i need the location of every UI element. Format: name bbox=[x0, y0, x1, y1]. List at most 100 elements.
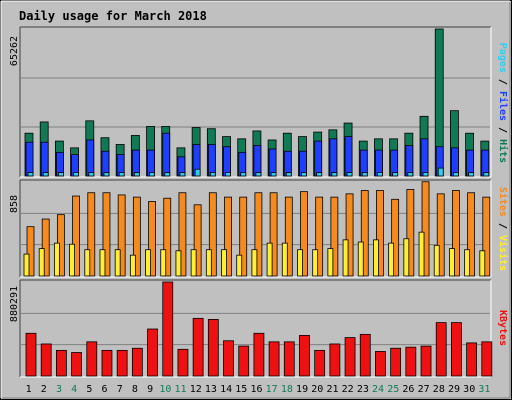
files-bar bbox=[390, 149, 399, 177]
kbytes-bar bbox=[253, 332, 265, 377]
legend-entry: / bbox=[497, 217, 508, 235]
x-axis-day-label: 15 bbox=[235, 384, 247, 395]
files-bar bbox=[466, 149, 475, 177]
sites-bar bbox=[327, 248, 334, 277]
x-axis-day-label: 4 bbox=[71, 384, 77, 395]
kbytes-bar bbox=[55, 349, 67, 377]
kbytes-bar bbox=[162, 281, 174, 377]
kbytes-bar bbox=[329, 343, 341, 377]
files-bar bbox=[147, 149, 155, 177]
pages-bar bbox=[437, 167, 444, 177]
x-axis-day-label: 13 bbox=[205, 384, 217, 395]
kbytes-bar bbox=[207, 319, 219, 377]
legend-entry: Pages bbox=[497, 43, 508, 73]
pages-bar bbox=[255, 172, 262, 177]
pages-bar bbox=[270, 172, 277, 177]
sites-bar bbox=[418, 231, 425, 277]
sites-bar bbox=[373, 239, 379, 277]
visits-bar bbox=[467, 192, 476, 277]
legend-entry: Files bbox=[497, 91, 509, 121]
pages-bar bbox=[285, 172, 292, 177]
x-axis-day-label: 23 bbox=[357, 384, 369, 395]
x-axis-day-label: 31 bbox=[478, 384, 490, 395]
sites-bar bbox=[297, 249, 303, 277]
files-bar bbox=[375, 149, 383, 177]
kbytes-bar bbox=[192, 317, 204, 377]
visits-bar bbox=[87, 192, 96, 277]
pages-bar bbox=[57, 172, 64, 177]
visits-bar bbox=[436, 193, 445, 277]
x-axis-day-label: 22 bbox=[342, 384, 354, 395]
legend: Sites / Visits bbox=[497, 187, 509, 271]
sites-bar bbox=[357, 241, 364, 277]
visits-bar bbox=[224, 196, 232, 277]
legend-entry: Hits bbox=[497, 139, 509, 163]
visits-bar bbox=[163, 197, 172, 277]
x-axis-day-label: 29 bbox=[448, 384, 460, 395]
x-axis-day-label: 28 bbox=[433, 384, 445, 395]
pages-bar bbox=[392, 172, 399, 177]
pages-bar bbox=[42, 172, 49, 177]
pages-bar bbox=[118, 172, 125, 177]
pages-bar bbox=[377, 172, 383, 177]
visits-bar bbox=[452, 190, 460, 277]
x-axis-day-label: 8 bbox=[132, 384, 138, 395]
x-axis-day-label: 20 bbox=[311, 384, 323, 395]
files-bar bbox=[207, 144, 216, 177]
visits-bar bbox=[132, 196, 141, 277]
sites-bar bbox=[114, 249, 121, 277]
pages-bar bbox=[468, 172, 475, 177]
x-axis-day-label: 30 bbox=[463, 384, 475, 395]
kbytes-bar bbox=[314, 349, 326, 377]
files-bar bbox=[40, 141, 49, 177]
x-axis-day-label: 3 bbox=[56, 384, 62, 395]
files-bar bbox=[253, 145, 262, 177]
legend-entry: / bbox=[497, 73, 508, 91]
x-axis-day-label: 12 bbox=[190, 384, 202, 395]
pages-bar bbox=[453, 172, 459, 177]
kbytes-bar bbox=[131, 347, 143, 377]
pages-bar bbox=[194, 168, 201, 177]
files-bar bbox=[420, 138, 429, 177]
panel-pages-files-hits: 65262 Pages / Files / Hits bbox=[9, 26, 509, 178]
pages-bar bbox=[179, 172, 186, 177]
kbytes-bar bbox=[435, 322, 447, 377]
sites-bar bbox=[479, 250, 486, 277]
x-axis-day-label: 27 bbox=[418, 384, 430, 395]
sites-bar bbox=[160, 249, 167, 277]
sites-bar bbox=[266, 242, 273, 277]
pages-bar bbox=[361, 172, 368, 177]
chart-title: Daily usage for March 2018 bbox=[19, 9, 207, 23]
visits-bar bbox=[269, 192, 278, 277]
kbytes-bar bbox=[177, 348, 189, 377]
kbytes-bar bbox=[25, 332, 37, 377]
kbytes-bar bbox=[451, 322, 462, 377]
y-axis-max-label: 65262 bbox=[9, 36, 20, 66]
y-axis-max-label: 880291 bbox=[9, 286, 20, 322]
visits-bar bbox=[254, 192, 263, 277]
visits-bar bbox=[178, 192, 187, 277]
x-axis-day-label: 6 bbox=[102, 384, 108, 395]
x-axis-day-label: 26 bbox=[402, 384, 414, 395]
files-bar bbox=[268, 148, 277, 177]
legend-entry: Sites bbox=[497, 187, 509, 217]
visits-bar bbox=[208, 192, 217, 277]
x-axis-day-label: 11 bbox=[175, 384, 187, 395]
sites-bar bbox=[464, 249, 471, 277]
sites-bar bbox=[53, 242, 60, 277]
sites-bar bbox=[449, 248, 455, 277]
pages-bar bbox=[240, 172, 247, 177]
x-axis-day-label: 5 bbox=[86, 384, 92, 395]
sites-bar bbox=[84, 249, 91, 277]
x-axis-day-label: 16 bbox=[250, 384, 262, 395]
pages-bar bbox=[483, 172, 490, 177]
x-axis-day-label: 14 bbox=[220, 384, 232, 395]
visits-bar bbox=[345, 193, 354, 277]
files-bar bbox=[329, 138, 338, 177]
visits-bar bbox=[300, 191, 308, 277]
kbytes-bar bbox=[359, 333, 371, 377]
legend-entry: / bbox=[497, 121, 508, 139]
x-axis-day-label: 24 bbox=[372, 384, 384, 395]
chart-panels: 65262 Pages / Files / Hits 858 Sites / Visi… bbox=[9, 26, 509, 378]
